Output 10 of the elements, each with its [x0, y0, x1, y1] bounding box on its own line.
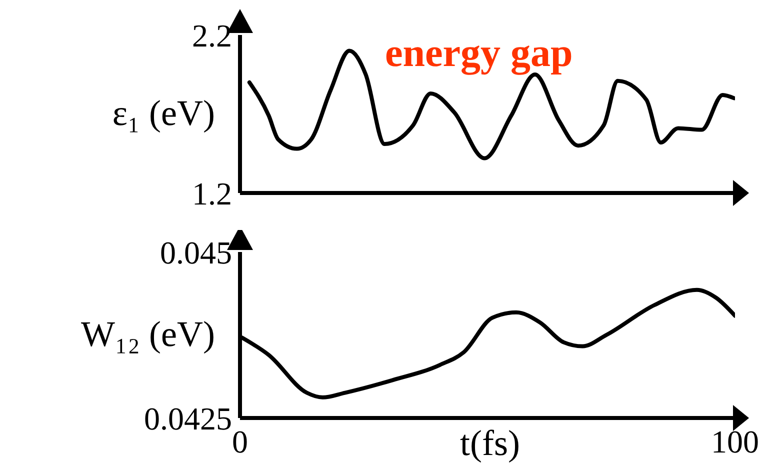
chart-title: energy gap [385, 29, 573, 76]
x-axis-title: t(fs) [460, 422, 520, 464]
y-tick-label: 1.2 [192, 175, 232, 212]
x-tick-label: 100 [711, 424, 759, 460]
y-tick-label: 2.2 [192, 17, 232, 54]
y-axis-title: ε₁ (eV) [112, 92, 215, 134]
y-tick-label: 0.0425 [144, 400, 232, 436]
x-tick-label: 0 [232, 424, 248, 460]
y-tick-label: 0.045 [160, 234, 232, 270]
y-axis-title: W₁₂ (eV) [80, 313, 215, 355]
